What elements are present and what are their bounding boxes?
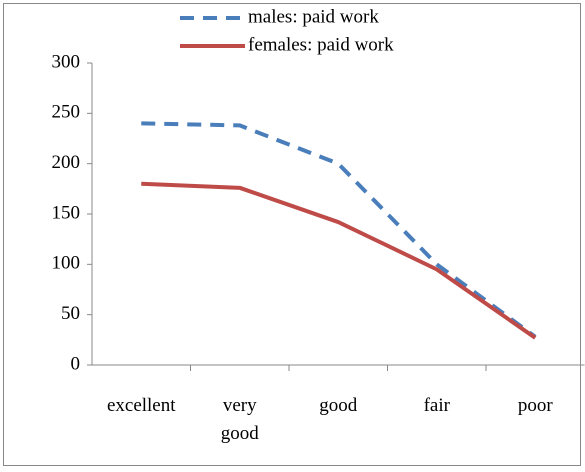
y-tick-label: 200 <box>52 152 81 173</box>
y-tick-label: 250 <box>52 102 81 123</box>
x-tick-label-box: very good <box>191 392 290 448</box>
chart-border <box>3 3 581 466</box>
x-tick-label-box: good <box>289 392 388 420</box>
x-tick-label-box: excellent <box>92 392 191 420</box>
y-tick-label: 0 <box>71 353 81 374</box>
y-tick-label: 100 <box>52 253 81 274</box>
x-tick-label: good <box>319 395 358 416</box>
x-tick-label: fair <box>423 395 450 416</box>
legend-label: males: paid work <box>248 6 379 27</box>
legend-label: females: paid work <box>248 34 394 55</box>
x-tick-label-box: poor <box>486 392 585 420</box>
x-tick-label: very good <box>220 395 259 444</box>
data-line <box>141 121 537 339</box>
y-tick-label: 50 <box>61 303 80 324</box>
y-tick-label: 150 <box>52 202 81 223</box>
x-tick-label: excellent <box>106 395 176 416</box>
x-tick-label: poor <box>517 395 553 416</box>
data-line <box>141 181 537 340</box>
y-tick-label: 300 <box>52 51 81 72</box>
x-tick-label-box: fair <box>388 392 487 420</box>
